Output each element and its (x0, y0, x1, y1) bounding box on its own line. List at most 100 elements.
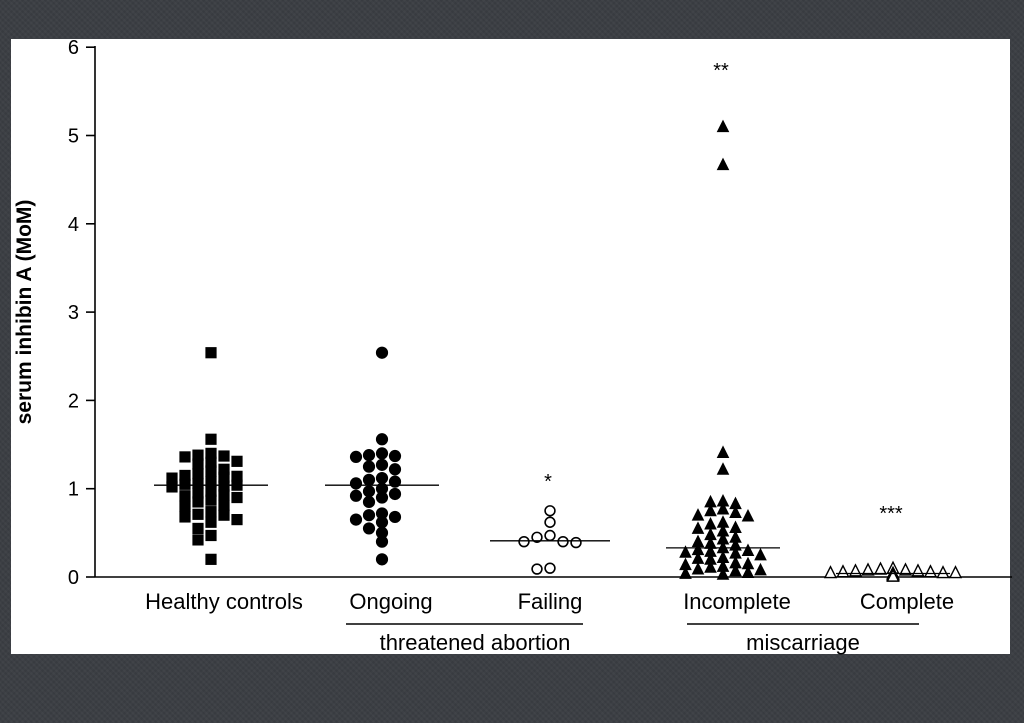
data-point (179, 451, 191, 463)
y-tick-label: 6 (68, 37, 79, 59)
data-point (205, 516, 217, 528)
data-point (936, 565, 950, 579)
data-point (375, 553, 389, 566)
data-point (679, 566, 692, 579)
data-point (836, 564, 850, 578)
data-point (375, 535, 389, 548)
significance-label: *** (879, 503, 903, 525)
data-point (375, 346, 389, 359)
data-point (861, 562, 875, 576)
data-point (349, 477, 363, 490)
data-point (557, 535, 569, 548)
data-point (716, 119, 730, 133)
significance-label: * (544, 471, 552, 493)
data-point (886, 568, 900, 582)
data-point (218, 489, 230, 501)
data-point (704, 560, 717, 573)
data-point (205, 529, 217, 542)
data-point (716, 445, 730, 458)
data-point (848, 563, 863, 577)
data-point (205, 433, 217, 445)
data-point (192, 522, 204, 535)
data-point (375, 472, 389, 485)
data-point (349, 513, 363, 526)
data-point (179, 511, 191, 523)
category-label: Healthy controls (145, 589, 303, 614)
data-point (716, 567, 730, 580)
data-point (704, 516, 717, 530)
category-label: Failing (518, 589, 583, 614)
y-axis: 0 1 2 3 4 5 6 (68, 37, 96, 589)
data-point (898, 562, 913, 576)
y-tick-label: 5 (68, 126, 79, 148)
series-incomplete: ** (666, 60, 780, 580)
data-point (231, 491, 243, 504)
group-labels: threatened abortion miscarriage (346, 623, 919, 655)
data-point (231, 455, 243, 467)
data-point (375, 491, 389, 504)
data-point (691, 521, 705, 534)
significance-label: ** (713, 60, 729, 82)
data-marks: ****** (154, 60, 963, 582)
group-label: threatened abortion (380, 630, 571, 655)
data-point (729, 505, 742, 518)
category-label: Incomplete (683, 589, 791, 614)
data-point (375, 516, 389, 529)
data-point (729, 563, 742, 577)
data-point (218, 509, 230, 521)
data-point (754, 547, 767, 561)
data-point (349, 450, 363, 464)
data-point (218, 499, 230, 512)
y-tick-label: 0 (68, 567, 79, 589)
data-point (518, 535, 530, 548)
data-point (231, 514, 243, 526)
data-point (388, 510, 402, 524)
data-point (948, 565, 963, 579)
data-point (375, 433, 389, 446)
series-healthy-controls (154, 347, 268, 565)
y-tick-label: 3 (68, 302, 79, 324)
data-point (388, 475, 402, 488)
data-point (741, 565, 755, 579)
data-point (166, 481, 178, 493)
data-point (873, 561, 888, 575)
data-point (179, 478, 191, 490)
data-point (362, 485, 376, 498)
group-label: miscarriage (746, 630, 860, 655)
data-point (192, 534, 204, 546)
data-point (192, 477, 204, 490)
data-point (570, 536, 582, 549)
data-point (205, 494, 217, 506)
category-label: Ongoing (349, 589, 432, 614)
y-axis-label: serum inhibin A (MoM) (13, 200, 36, 425)
data-point (716, 501, 730, 515)
y-tick-label: 2 (68, 390, 79, 412)
data-point (716, 157, 730, 171)
data-point (362, 449, 376, 462)
series-failing: * (490, 471, 610, 575)
data-point (205, 553, 217, 565)
data-point (691, 508, 705, 521)
data-point (205, 465, 217, 477)
data-point (544, 516, 556, 528)
data-point (362, 460, 376, 473)
data-point (531, 531, 543, 543)
data-point (388, 449, 402, 463)
data-point (754, 562, 767, 576)
y-tick-label: 4 (68, 214, 79, 236)
series-ongoing (325, 346, 439, 566)
data-point (362, 495, 376, 509)
data-point (179, 490, 191, 502)
data-point (192, 508, 204, 520)
category-labels: Healthy controls Ongoing Failing Incomplete… (145, 589, 954, 614)
data-point (544, 562, 556, 574)
data-point (192, 496, 204, 508)
data-point (741, 543, 755, 556)
data-point (823, 565, 838, 579)
data-point (388, 487, 402, 501)
data-point (349, 489, 363, 502)
category-label: Complete (860, 589, 954, 614)
data-point (362, 522, 376, 535)
data-point (205, 506, 217, 518)
